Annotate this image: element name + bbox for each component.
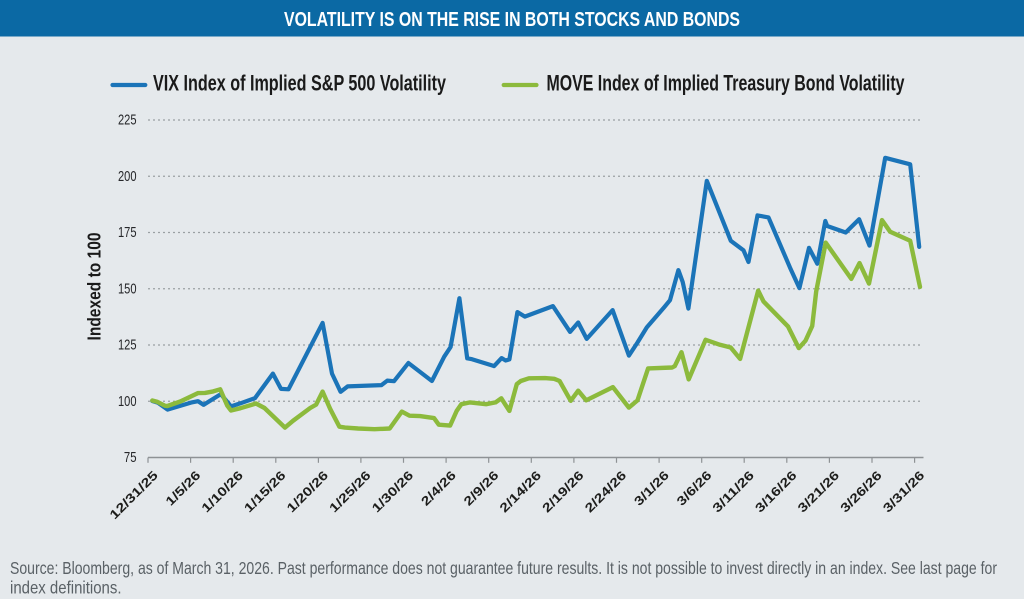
svg-text:175: 175 bbox=[118, 224, 137, 241]
svg-text:100: 100 bbox=[118, 393, 137, 410]
svg-text:225: 225 bbox=[118, 112, 137, 129]
svg-text:VOLATILITY IS ON THE RISE IN B: VOLATILITY IS ON THE RISE IN BOTH STOCKS… bbox=[284, 9, 740, 31]
svg-text:VIX Index of Implied S&P 500 V: VIX Index of Implied S&P 500 Volatility bbox=[153, 70, 447, 95]
svg-text:Source: Bloomberg, as of March: Source: Bloomberg, as of March 31, 2026.… bbox=[10, 558, 997, 578]
svg-text:index definitions.: index definitions. bbox=[10, 578, 122, 598]
svg-text:200: 200 bbox=[118, 168, 137, 185]
svg-text:125: 125 bbox=[118, 337, 137, 354]
svg-text:Indexed to 100: Indexed to 100 bbox=[84, 233, 104, 341]
svg-text:150: 150 bbox=[118, 280, 137, 297]
svg-text:75: 75 bbox=[124, 449, 137, 466]
svg-text:MOVE Index of Implied Treasury: MOVE Index of Implied Treasury Bond Vola… bbox=[547, 70, 906, 95]
